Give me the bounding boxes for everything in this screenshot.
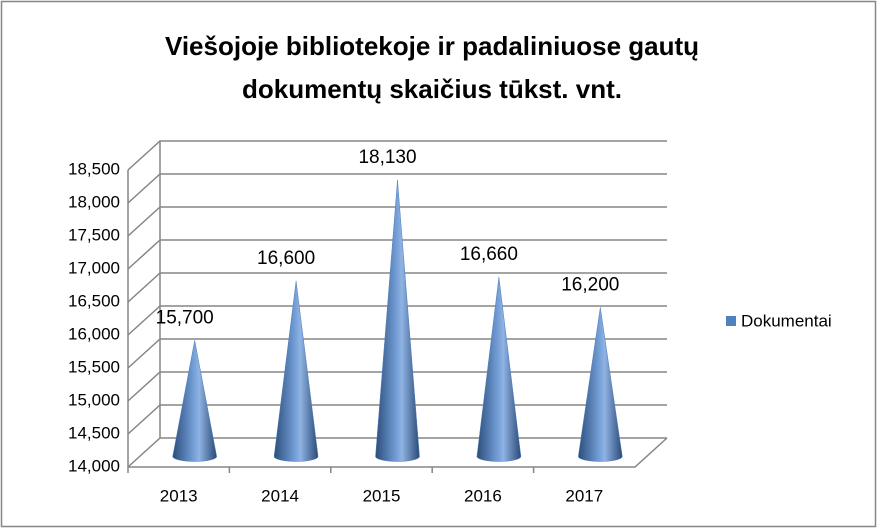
y-tick-label: 14,000 <box>68 456 120 475</box>
y-tick-label: 18,500 <box>68 159 120 178</box>
cone <box>476 276 522 462</box>
chart-title: Viešojoje bibliotekoje ir padaliniuose g… <box>165 31 699 104</box>
cone <box>578 307 623 462</box>
data-label: 16,600 <box>257 248 315 269</box>
x-tick-label: 2013 <box>160 486 198 505</box>
data-label: 16,200 <box>561 274 619 295</box>
data-label: 18,130 <box>358 147 416 168</box>
cone <box>172 340 217 462</box>
y-tick-label: 17,500 <box>68 225 120 244</box>
y-tick-label: 16,500 <box>68 291 120 310</box>
y-tick-label: 15,000 <box>68 390 120 409</box>
floor <box>128 437 668 468</box>
x-tick-label: 2015 <box>363 486 401 505</box>
y-tick-label: 17,000 <box>68 258 120 277</box>
y-tick-label: 14,500 <box>68 423 120 442</box>
cone <box>273 280 319 462</box>
y-tick-label: 15,500 <box>68 357 120 376</box>
data-label: 15,700 <box>156 307 214 328</box>
x-tick-label: 2014 <box>261 486 299 505</box>
data-label: 16,660 <box>460 244 518 265</box>
cone <box>375 179 420 462</box>
legend-label: Dokumentai <box>741 311 832 330</box>
x-tick-label: 2017 <box>565 486 603 505</box>
legend-swatch <box>726 316 736 326</box>
y-tick-label: 18,000 <box>68 192 120 211</box>
x-tick-label: 2016 <box>464 486 502 505</box>
y-tick-label: 16,000 <box>68 324 120 343</box>
